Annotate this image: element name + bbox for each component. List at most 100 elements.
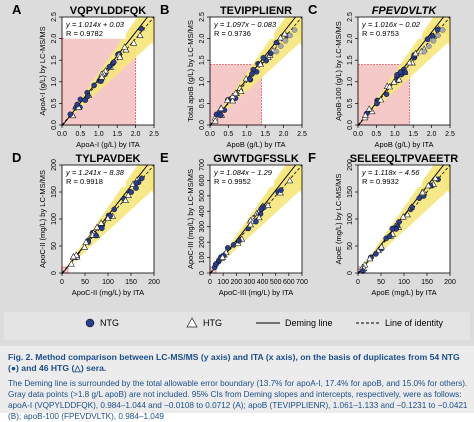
- x-tick-label: 1.5: [260, 131, 270, 138]
- panel-peptide-title: SELEEQLTPVAEETR: [350, 153, 458, 165]
- htg-point: [361, 111, 369, 119]
- y-tick-label: 50: [51, 242, 58, 250]
- panel-peptide-title: TYLPAVDEK: [76, 153, 141, 165]
- correlation-r: R = 0.9918: [66, 177, 103, 186]
- x-tick-label: 200: [230, 279, 242, 286]
- ntg-point: [67, 111, 74, 118]
- correlation-r: R = 0.9753: [362, 29, 399, 38]
- y-tick-label: 2.5: [199, 12, 206, 22]
- ntg-point: [91, 82, 97, 89]
- htg-point: [121, 43, 129, 50]
- x-tick-label: 50: [377, 279, 385, 286]
- x-axis-label: ApoB (g/L) by ITA: [226, 140, 285, 149]
- x-tick-label: 150: [125, 279, 137, 286]
- htg-point: [67, 260, 75, 267]
- y-axis-label: Total apoB (g/L) by LC-MS/MS: [186, 20, 195, 122]
- htg-point: [405, 58, 413, 66]
- x-tick-label: 500: [270, 279, 282, 286]
- regression-equation: y = 1.118x − 4.56: [361, 168, 420, 177]
- panel-peptide-title: VQPYLDDFQK: [70, 5, 146, 17]
- ntg-point: [99, 225, 105, 232]
- legend-ntg-label: NTG: [100, 318, 119, 328]
- ntg-point: [138, 175, 145, 182]
- equation-box: [64, 167, 126, 187]
- htg-point: [81, 243, 89, 250]
- ntg-point: [111, 59, 117, 66]
- ntg-point: [278, 187, 284, 193]
- htg-point: [277, 34, 285, 41]
- htg-point: [257, 60, 265, 67]
- y-tick-label: 0.5: [51, 98, 58, 108]
- x-tick-label: 100: [398, 279, 410, 286]
- ntg-point: [133, 185, 139, 191]
- ntg-point: [74, 101, 80, 108]
- htg-point: [386, 82, 394, 90]
- htg-point: [116, 53, 124, 60]
- y-tick-label: 2.5: [51, 12, 58, 22]
- ntg-point: [434, 26, 441, 33]
- htg-point: [403, 210, 411, 218]
- x-tick-label: 0: [60, 279, 64, 286]
- panel-letter: E: [160, 150, 169, 165]
- y-tick-label: 0.0: [51, 120, 58, 130]
- htg-point: [104, 214, 112, 222]
- panel-letter: C: [308, 2, 318, 17]
- htg-point: [219, 253, 227, 260]
- excluded-point: [278, 43, 284, 49]
- x-tick-label: 0: [208, 279, 212, 286]
- x-tick-label: 2.5: [297, 131, 307, 138]
- ntg-point: [273, 39, 280, 46]
- ntg-point: [389, 225, 396, 232]
- x-tick-label: 2.0: [427, 131, 437, 138]
- y-axis-label: ApoC-III (mg/L) by LC-MS/MS: [186, 169, 195, 269]
- excluded-point: [421, 48, 428, 55]
- ntg-point: [247, 76, 253, 82]
- figure-caption: Fig. 2. Method comparison between LC-MS/…: [0, 346, 474, 421]
- htg-point: [418, 188, 426, 196]
- y-tick-label: 700: [199, 159, 206, 171]
- y-axis-label: ApoA-I (g/L) by LC-MS/MS: [38, 26, 47, 115]
- panel-f: F SELEEQLTPVAEETR 00 50 50 100 100 150 150 200 200…: [308, 150, 458, 297]
- y-tick-label: 0: [347, 271, 354, 275]
- y-tick-label: 2.0: [199, 34, 206, 44]
- panel-letter: D: [12, 150, 21, 165]
- legend-deming-label: Deming line: [285, 318, 333, 328]
- htg-point: [255, 213, 263, 221]
- x-tick-label: 1.0: [94, 131, 104, 138]
- correlation-r: R = 0.9932: [362, 177, 399, 186]
- ntg-point: [253, 218, 259, 225]
- ntg-point: [258, 206, 265, 212]
- plot-frame: [357, 16, 451, 126]
- ntg-point: [212, 261, 219, 268]
- excluded-point: [291, 27, 298, 33]
- x-axis-label: ApoC-II (mg/L) by ITA: [72, 288, 144, 297]
- htg-point: [264, 201, 272, 209]
- htg-point: [122, 196, 130, 203]
- excluded-point: [273, 48, 280, 55]
- y-tick-label: 1.5: [51, 55, 58, 65]
- y-tick-label: 2.0: [51, 34, 58, 44]
- htg-point: [412, 49, 420, 57]
- excluded-point: [430, 37, 437, 44]
- htg-point: [223, 96, 231, 103]
- htg-point: [431, 174, 439, 181]
- plot-frame: [209, 16, 303, 126]
- x-tick-label: 2.5: [149, 131, 159, 138]
- legend-htg-symbol: [186, 317, 198, 328]
- y-tick-label: 0: [199, 271, 206, 275]
- excluded-point: [426, 43, 432, 49]
- htg-point: [286, 176, 294, 184]
- htg-point: [229, 92, 237, 99]
- regression-equation: y = 1.014x + 0.03: [65, 20, 125, 29]
- ntg-point: [138, 25, 145, 32]
- x-tick-label: 700: [296, 279, 308, 286]
- y-tick-label: 1.0: [347, 77, 354, 87]
- htg-point: [281, 30, 289, 37]
- x-tick-label: 0: [356, 279, 360, 286]
- x-tick-label: 400: [257, 279, 269, 286]
- htg-point: [211, 117, 219, 124]
- htg-point: [69, 252, 77, 260]
- x-tick-label: 100: [102, 279, 114, 286]
- ntg-point: [133, 180, 139, 186]
- ntg-point: [386, 233, 393, 239]
